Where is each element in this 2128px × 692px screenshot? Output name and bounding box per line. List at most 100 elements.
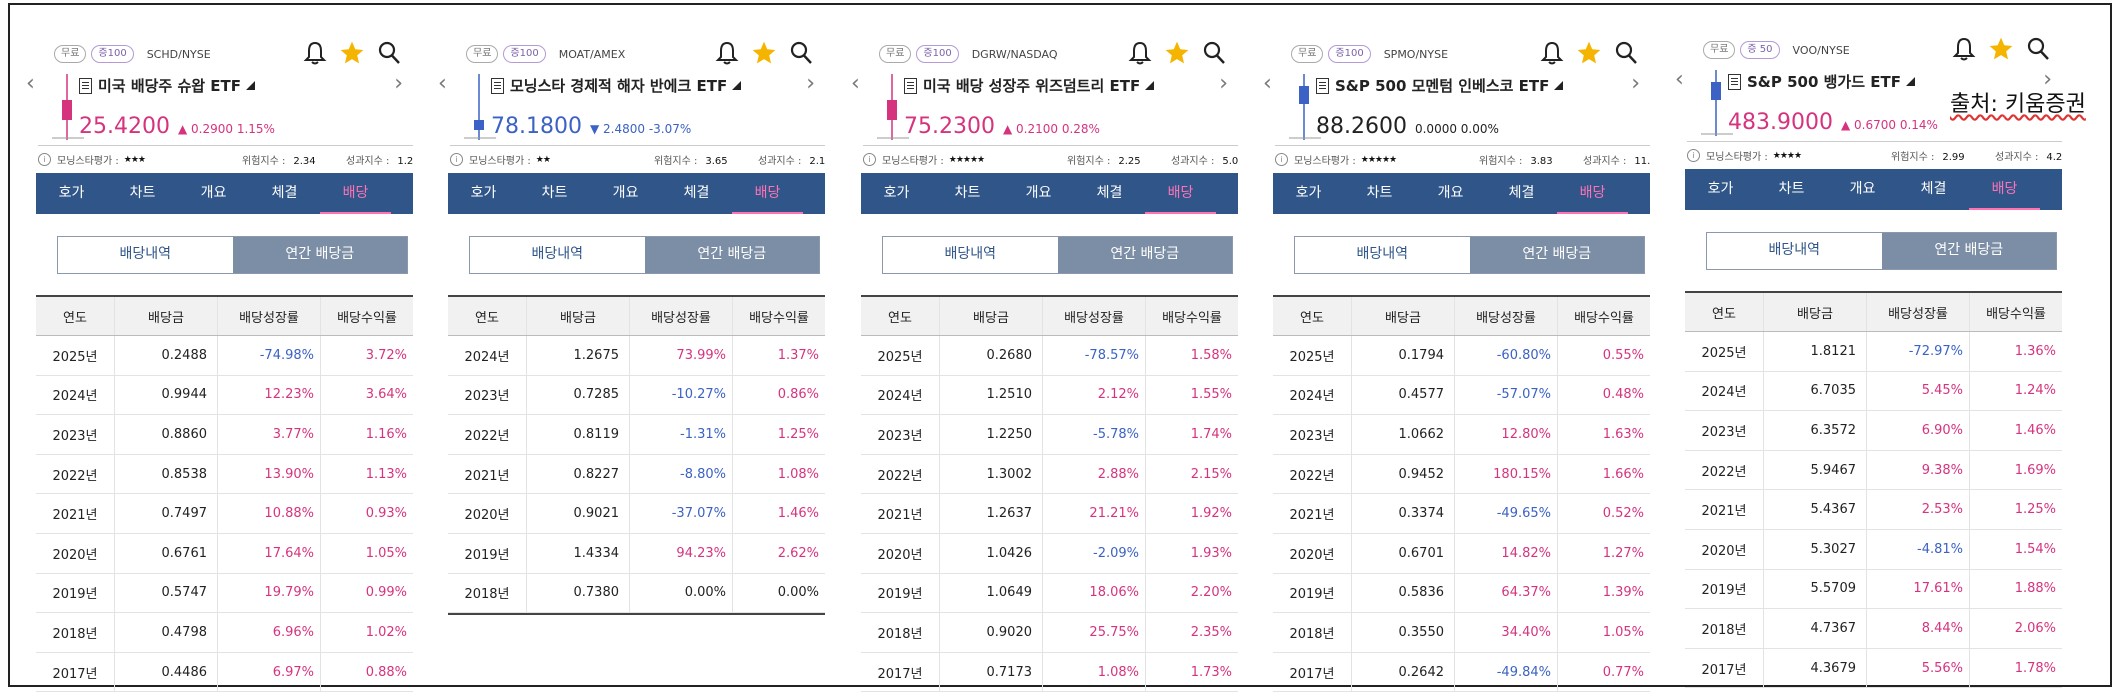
growth-cell: 3.77% [217, 415, 320, 454]
info-icon[interactable]: i [1275, 153, 1288, 166]
segment-annual-dividend[interactable]: 연간 배당금 [644, 237, 819, 273]
tab-5[interactable]: 배당 [1145, 173, 1216, 214]
tab-4[interactable]: 체결 [1508, 185, 1535, 201]
tab-6[interactable]: 랭 [1216, 173, 1238, 214]
info-icon[interactable]: i [1687, 149, 1700, 162]
segment-dividend-history[interactable]: 배당내역 [1707, 233, 1882, 269]
tab-4[interactable]: 체결 [683, 185, 710, 201]
tab-6[interactable]: 랭 [803, 173, 825, 214]
table-row: 2017년 0.4486 6.97% 0.88% [36, 652, 413, 692]
search-icon[interactable] [2026, 36, 2050, 62]
table-row: 2024년 1.2675 73.99% 1.37% [448, 336, 825, 376]
year-cell: 2018년 [1701, 622, 1747, 638]
dividend-segment-control: 배당내역 연간 배당금 [1706, 232, 2057, 270]
next-chevron-icon[interactable]: › [2043, 67, 2052, 92]
bell-icon[interactable] [303, 40, 327, 66]
etf-panel-dgrw: 무료 증100 DGRW/NASDAQ ‹ › 미국 배당 성장주 위즈덤트리 … [843, 12, 1238, 692]
segment-dividend-history[interactable]: 배당내역 [883, 237, 1058, 273]
tab-4[interactable]: 체결 [1920, 181, 1947, 197]
tab-2[interactable]: 차트 [541, 185, 568, 201]
search-icon[interactable] [377, 40, 401, 66]
performance-index: 성과지수 :5.07 [1171, 156, 1238, 167]
etf-name-button[interactable]: 미국 배당주 슈왑 ETF [79, 75, 255, 96]
etf-name-button[interactable]: S&P 500 모멘텀 인베스코 ETF [1316, 75, 1564, 96]
tab-5[interactable]: 배당 [732, 173, 803, 214]
favorite-star-icon[interactable] [1988, 36, 2014, 62]
next-chevron-icon[interactable]: › [806, 71, 815, 96]
tab-3[interactable]: 개요 [1025, 185, 1052, 201]
segment-annual-dividend[interactable]: 연간 배당금 [1057, 237, 1232, 273]
tab-5[interactable]: 배당 [1557, 173, 1628, 214]
yield-cell: 1.36% [1969, 332, 2062, 371]
tab-2[interactable]: 차트 [129, 185, 156, 201]
search-icon[interactable] [1614, 40, 1638, 66]
next-chevron-icon[interactable]: › [1219, 71, 1228, 96]
ticker-label: SCHD/NYSE [146, 47, 211, 61]
tab-1[interactable]: 호가 [470, 185, 497, 201]
column-header: 배당수익률 [320, 297, 413, 335]
next-chevron-icon[interactable]: › [394, 71, 403, 96]
dividend-cell: 0.9452 [1351, 454, 1454, 494]
favorite-star-icon[interactable] [1576, 40, 1602, 66]
etf-name-button[interactable]: 모닝스타 경제적 해자 반에크 ETF [491, 75, 742, 96]
info-icon[interactable]: i [450, 153, 463, 166]
column-header: 연도 [1300, 310, 1324, 326]
prev-chevron-icon[interactable]: ‹ [851, 71, 860, 96]
tab-3[interactable]: 개요 [612, 185, 639, 201]
tab-6[interactable]: 랭 [391, 173, 413, 214]
search-icon[interactable] [1202, 40, 1226, 66]
tab-2[interactable]: 차트 [1778, 181, 1805, 197]
tab-6[interactable]: 랭 [1628, 173, 1650, 214]
risk-index: 위험지수 :2.99 [1891, 152, 1965, 163]
segment-dividend-history[interactable]: 배당내역 [1295, 237, 1470, 273]
info-icon[interactable]: i [38, 153, 51, 166]
tab-1[interactable]: 호가 [883, 185, 910, 201]
segment-annual-dividend[interactable]: 연간 배당금 [1881, 233, 2056, 269]
tab-1[interactable]: 호가 [1295, 185, 1322, 201]
favorite-star-icon[interactable] [1164, 40, 1190, 66]
prev-chevron-icon[interactable]: ‹ [438, 71, 447, 96]
tab-4[interactable]: 체결 [271, 185, 298, 201]
favorite-star-icon[interactable] [339, 40, 365, 66]
favorite-star-icon[interactable] [751, 40, 777, 66]
dividend-cell: 0.6761 [114, 533, 217, 573]
tab-3[interactable]: 개요 [1437, 185, 1464, 201]
prev-chevron-icon[interactable]: ‹ [1263, 71, 1272, 96]
tab-5[interactable]: 배당 [320, 173, 391, 214]
tab-1[interactable]: 호가 [1707, 181, 1734, 197]
year-cell: 2020년 [464, 508, 510, 524]
tab-6[interactable]: 랭 [2040, 169, 2062, 210]
prev-chevron-icon[interactable]: ‹ [1675, 67, 1684, 92]
tab-3[interactable]: 개요 [1849, 181, 1876, 197]
rating-row: i 모닝스타평가 : ★★★★ 위험지수 :2.99 성과지수 :4.22 [1687, 148, 2062, 163]
info-icon[interactable]: i [863, 153, 876, 166]
tab-2[interactable]: 차트 [954, 185, 981, 201]
growth-cell: -5.78% [1042, 415, 1145, 454]
prev-chevron-icon[interactable]: ‹ [26, 71, 35, 96]
growth-cell: 19.79% [217, 573, 320, 613]
year-cell: 2022년 [1701, 464, 1747, 480]
etf-name-button[interactable]: S&P 500 뱅가드 ETF [1728, 71, 1915, 92]
segment-annual-dividend[interactable]: 연간 배당금 [1469, 237, 1644, 273]
tab-5[interactable]: 배당 [1969, 169, 2040, 210]
tab-3[interactable]: 개요 [200, 185, 227, 201]
table-row: 2025년 1.8121 -72.97% 1.36% [1685, 332, 2062, 372]
etf-name-button[interactable]: 미국 배당 성장주 위즈덤트리 ETF [904, 75, 1155, 96]
bell-icon[interactable] [1128, 40, 1152, 66]
segment-dividend-history[interactable]: 배당내역 [58, 237, 233, 273]
bell-icon[interactable] [715, 40, 739, 66]
tab-4[interactable]: 체결 [1096, 185, 1123, 201]
yield-cell: 0.77% [1557, 652, 1650, 692]
segment-annual-dividend[interactable]: 연간 배당금 [232, 237, 407, 273]
bell-icon[interactable] [1952, 36, 1976, 62]
bell-icon[interactable] [1540, 40, 1564, 66]
column-header: 연도 [63, 310, 87, 326]
segment-dividend-history[interactable]: 배당내역 [470, 237, 645, 273]
tab-2[interactable]: 차트 [1366, 185, 1393, 201]
table-row: 2021년 0.8227 -8.80% 1.08% [448, 454, 825, 495]
next-chevron-icon[interactable]: › [1631, 71, 1640, 96]
search-icon[interactable] [789, 40, 813, 66]
table-row: 2025년 0.2680 -78.57% 1.58% [861, 336, 1238, 376]
tab-1[interactable]: 호가 [58, 185, 85, 201]
candle-icon [1701, 70, 1733, 136]
